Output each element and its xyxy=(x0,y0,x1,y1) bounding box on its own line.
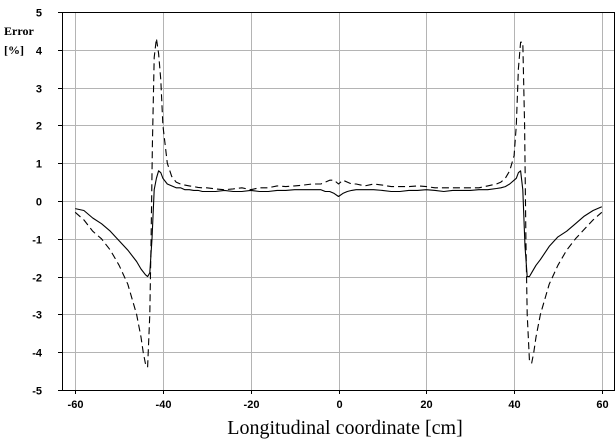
series-layer xyxy=(74,37,603,368)
solid-series-line xyxy=(75,170,603,278)
y-tick-label: 5 xyxy=(36,8,42,20)
y-tick-label: -2 xyxy=(32,273,42,285)
y-tick-label: 3 xyxy=(36,84,42,96)
y-tick-label: 4 xyxy=(36,46,43,58)
y-tick-label: -3 xyxy=(32,310,42,322)
axes xyxy=(58,12,615,394)
x-tick-label: -60 xyxy=(68,399,84,411)
y-tick-label: -5 xyxy=(32,386,42,398)
dashed-series-line xyxy=(74,37,603,368)
y-tick-label: -1 xyxy=(32,235,42,247)
x-tick-label: 60 xyxy=(596,399,608,411)
x-tick-label: 0 xyxy=(336,399,342,411)
x-tick-label: 20 xyxy=(420,399,432,411)
x-axis-title: Longitudinal coordinate [cm] xyxy=(227,417,462,439)
y-axis-title-line-2: [%] xyxy=(4,43,24,57)
y-axis-title-line-1: Error xyxy=(4,24,34,38)
x-tick-label: -20 xyxy=(244,399,260,411)
y-tick-labels: -5 -4 -3 -2 -1 0 1 2 3 4 5 xyxy=(32,8,43,398)
y-tick-label: 2 xyxy=(36,121,42,133)
y-tick-label: 1 xyxy=(36,159,42,171)
x-tick-labels: -60 -40 -20 0 20 40 60 xyxy=(68,399,609,411)
y-tick-label: 0 xyxy=(36,197,42,209)
x-tick-label: 40 xyxy=(508,399,520,411)
y-tick-label: -4 xyxy=(32,348,43,360)
plot-frame xyxy=(62,12,615,391)
x-tick-label: -40 xyxy=(156,399,172,411)
